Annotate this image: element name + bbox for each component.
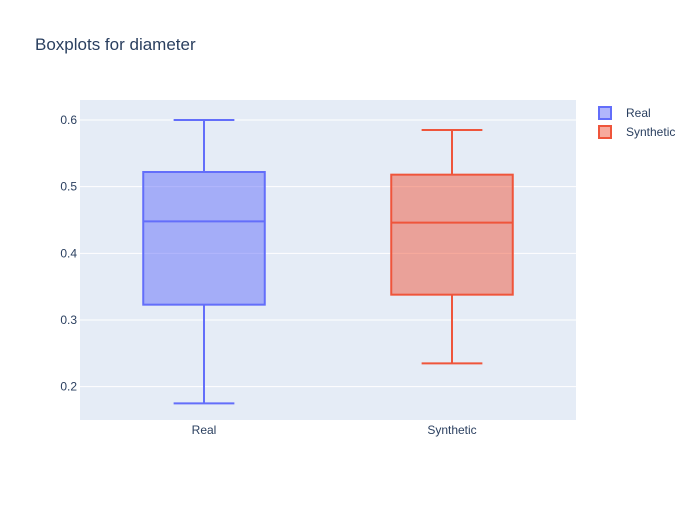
iqr-box: [390, 173, 514, 296]
y-axis-ticks: 0.2 0.3 0.4 0.5 0.6: [60, 113, 77, 394]
legend-item-real[interactable]: Real: [598, 106, 651, 120]
legend-swatch: [598, 106, 612, 120]
boxes: [142, 119, 514, 405]
x-axis-ticks: Real Synthetic: [192, 423, 477, 437]
box-real: [142, 119, 266, 405]
y-tick-label: 0.2: [60, 380, 77, 394]
y-tick-label: 0.5: [60, 180, 77, 194]
chart-title: Boxplots for diameter: [35, 35, 196, 54]
legend-item-synthetic[interactable]: Synthetic: [598, 125, 675, 139]
box-synthetic: [390, 129, 514, 365]
y-tick-label: 0.3: [60, 313, 77, 327]
x-tick-label: Synthetic: [427, 423, 476, 437]
x-tick-label: Real: [192, 423, 217, 437]
y-tick-label: 0.4: [60, 246, 77, 260]
y-tick-label: 0.6: [60, 113, 77, 127]
legend[interactable]: Real Synthetic: [598, 106, 675, 139]
legend-label: Real: [626, 106, 651, 120]
legend-swatch: [598, 125, 612, 139]
legend-label: Synthetic: [626, 125, 675, 139]
iqr-box: [142, 171, 266, 306]
